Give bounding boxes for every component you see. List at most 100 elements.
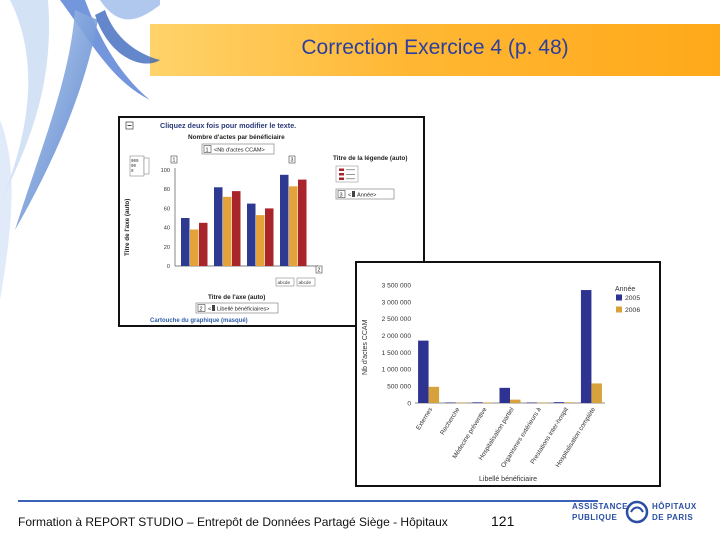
- svg-text:1: 1: [173, 158, 176, 164]
- measure-chip-number: 1: [206, 148, 209, 154]
- bar-2005-3: [499, 387, 510, 403]
- category-sample-chip[interactable]: [275, 277, 295, 287]
- designer-y-axis-title[interactable]: Titre de l'axe (auto): [124, 199, 131, 256]
- designer-chart-title[interactable]: Nombre d'actes par bénéficiaire: [188, 134, 285, 141]
- slide-title: Correction Exercice 4 (p. 48): [301, 36, 569, 59]
- logo-hopitaux: HÔPITAUX: [652, 502, 697, 511]
- svg-text:abcde: abcde: [278, 280, 291, 285]
- report-y-tick: 500 000: [387, 384, 411, 391]
- bar-2006-6: [591, 383, 602, 403]
- report-y-ticks: 0 500 000 1 000 000 1 500 000 2 000 000 2 500…: [382, 282, 412, 407]
- designer-y-tick: 80: [164, 187, 170, 193]
- ap-hp-logo: ASSISTANCE PUBLIQUE HÔPITAUX DE PARIS: [570, 499, 710, 527]
- bar-2005-2: [472, 402, 483, 403]
- report-y-tick: 2 000 000: [382, 333, 412, 340]
- report-y-tick: 1 000 000: [382, 367, 412, 374]
- report-legend: 2005 2006: [616, 294, 640, 314]
- designer-y-tick: 60: [164, 206, 170, 212]
- legend-chip-number: 3: [340, 193, 343, 199]
- category-chip-label: Libellé bénéficiaires>: [217, 307, 269, 313]
- title-bar: [150, 24, 720, 76]
- bar-2006-1: [455, 402, 467, 404]
- bar-2005-5: [553, 402, 565, 403]
- designer-preview-bar: [214, 187, 223, 266]
- svg-text:00: 00: [131, 165, 137, 169]
- bar-2006-5: [564, 402, 575, 403]
- footer-divider: [18, 500, 598, 502]
- bar-2005-4: [526, 402, 538, 404]
- axis-scale-icon[interactable]: [143, 157, 150, 175]
- legend-label-2005: 2005: [625, 295, 640, 302]
- designer-preview-bar: [265, 208, 274, 266]
- marker-2[interactable]: [315, 265, 323, 274]
- designer-preview-bar: [223, 196, 232, 266]
- designer-x-axis-title[interactable]: Titre de l'axe (auto): [208, 294, 265, 301]
- designer-preview-bar: [247, 203, 256, 266]
- designer-preview-bar: [289, 186, 298, 266]
- report-y-tick: 1 500 000: [382, 350, 412, 357]
- category-sample-chip-2[interactable]: [296, 277, 316, 287]
- marker-1[interactable]: [170, 155, 178, 164]
- designer-preview-bar: [298, 179, 307, 266]
- measure-chip-label: <Nb d'actes CCAM>: [214, 148, 265, 154]
- designer-y-tick: 100: [161, 168, 170, 174]
- legend-swatch-box[interactable]: [335, 165, 359, 183]
- report-y-tick: 0: [407, 400, 411, 407]
- decorative-swirl: [0, 0, 160, 300]
- logo-de-paris: DE PARIS: [652, 513, 694, 522]
- axis-format-icon[interactable]: 000 00 0: [129, 155, 145, 177]
- logo-emblem-icon: [625, 500, 649, 524]
- designer-y-ticks: 0 20 40 60 80 100: [161, 168, 170, 270]
- designer-preview-bar: [199, 222, 208, 266]
- legend-swatch-2006: [616, 306, 622, 313]
- chart-designer-canvas[interactable]: Cliquez deux fois pour modifier le texte…: [120, 118, 423, 325]
- legend-chip-prefix: <: [348, 193, 351, 199]
- page-number: 121: [491, 513, 515, 529]
- report-y-tick: 3 000 000: [382, 299, 412, 306]
- svg-text:2: 2: [318, 268, 321, 274]
- category-chip-prefix: <: [208, 307, 211, 313]
- category-chip-number: 2: [200, 307, 203, 313]
- designer-y-tick: 0: [167, 264, 170, 270]
- designer-bars: [181, 174, 307, 266]
- svg-text:0: 0: [131, 170, 134, 174]
- designer-hint: Cliquez deux fois pour modifier le texte…: [160, 121, 296, 130]
- report-x-axis-label: Libellé bénéficiaire: [479, 476, 537, 483]
- marker-3[interactable]: [288, 155, 296, 164]
- designer-y-tick: 40: [164, 226, 170, 232]
- report-bars: [418, 290, 602, 404]
- designer-preview-bar: [181, 218, 190, 266]
- chart-footnote[interactable]: Cartouche du graphique (masqué): [150, 318, 248, 324]
- designer-preview-bar: [190, 229, 199, 266]
- legend-chip-label: Année>: [357, 193, 376, 199]
- report-output-panel: 0 500 000 1 000 000 1 500 000 2 000 000 2 500…: [355, 261, 661, 487]
- bar-2005-1: [445, 402, 456, 404]
- report-y-tick: 3 500 000: [382, 282, 412, 289]
- legend-swatch-2005: [616, 294, 622, 301]
- legend-label-2006: 2006: [625, 307, 640, 314]
- footer-text: Formation à REPORT STUDIO – Entrepôt de …: [18, 515, 448, 529]
- designer-legend-title[interactable]: Titre de la légende (auto): [333, 155, 407, 162]
- measure-chip[interactable]: [201, 143, 275, 155]
- report-y-axis-label: Nb d'actes CCAM: [362, 319, 369, 375]
- bar-2006-3: [510, 399, 521, 403]
- logo-publique: PUBLIQUE: [572, 513, 618, 522]
- logo-assistance: ASSISTANCE: [572, 502, 628, 511]
- report-chart: 0 500 000 1 000 000 1 500 000 2 000 000 2 500…: [362, 282, 640, 483]
- svg-text:3: 3: [291, 158, 294, 164]
- header-band: Correction Exercice 4 (p. 48): [0, 0, 720, 110]
- designer-preview-bar: [256, 215, 265, 266]
- report-x-tick: Recherche: [439, 406, 462, 436]
- bar-2006-0: [428, 386, 440, 403]
- svg-text:000: 000: [131, 160, 139, 164]
- legend-chip-icon: [352, 191, 355, 197]
- legend-chip[interactable]: [335, 188, 395, 200]
- report-legend-title: Année: [615, 286, 635, 293]
- report-x-tick: Externes: [415, 406, 434, 431]
- category-chip[interactable]: [195, 302, 279, 314]
- bar-2006-2: [482, 402, 494, 404]
- report-y-tick: 2 500 000: [382, 316, 412, 323]
- designer-preview-bar: [280, 174, 289, 266]
- designer-y-tick: 20: [164, 245, 170, 251]
